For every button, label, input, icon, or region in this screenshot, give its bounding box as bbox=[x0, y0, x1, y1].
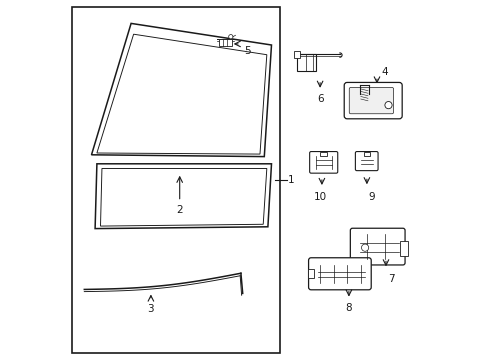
Text: 9: 9 bbox=[368, 192, 375, 202]
FancyBboxPatch shape bbox=[308, 258, 370, 290]
Circle shape bbox=[384, 102, 391, 109]
FancyBboxPatch shape bbox=[344, 82, 401, 119]
Polygon shape bbox=[97, 34, 266, 154]
Text: 10: 10 bbox=[313, 192, 326, 202]
Circle shape bbox=[361, 244, 368, 251]
Circle shape bbox=[228, 35, 232, 39]
Bar bbox=[307, 269, 313, 278]
FancyBboxPatch shape bbox=[348, 87, 393, 114]
Bar bbox=[296, 54, 316, 71]
Bar bbox=[72, 7, 280, 353]
Text: 3: 3 bbox=[147, 304, 154, 314]
Polygon shape bbox=[91, 23, 271, 157]
FancyBboxPatch shape bbox=[349, 228, 404, 265]
Bar bbox=[400, 241, 407, 256]
Bar bbox=[294, 51, 299, 58]
Bar bbox=[218, 39, 232, 46]
Polygon shape bbox=[101, 168, 266, 226]
Text: 8: 8 bbox=[345, 303, 351, 313]
Bar bbox=[363, 152, 369, 156]
FancyBboxPatch shape bbox=[355, 152, 377, 171]
Text: 7: 7 bbox=[387, 274, 394, 284]
Text: 1: 1 bbox=[287, 175, 294, 185]
FancyBboxPatch shape bbox=[309, 152, 337, 173]
Text: 5: 5 bbox=[244, 46, 251, 56]
Text: 2: 2 bbox=[176, 205, 183, 215]
Polygon shape bbox=[95, 164, 271, 229]
Bar bbox=[320, 152, 326, 156]
Text: 4: 4 bbox=[381, 67, 387, 77]
Text: 6: 6 bbox=[316, 94, 323, 104]
